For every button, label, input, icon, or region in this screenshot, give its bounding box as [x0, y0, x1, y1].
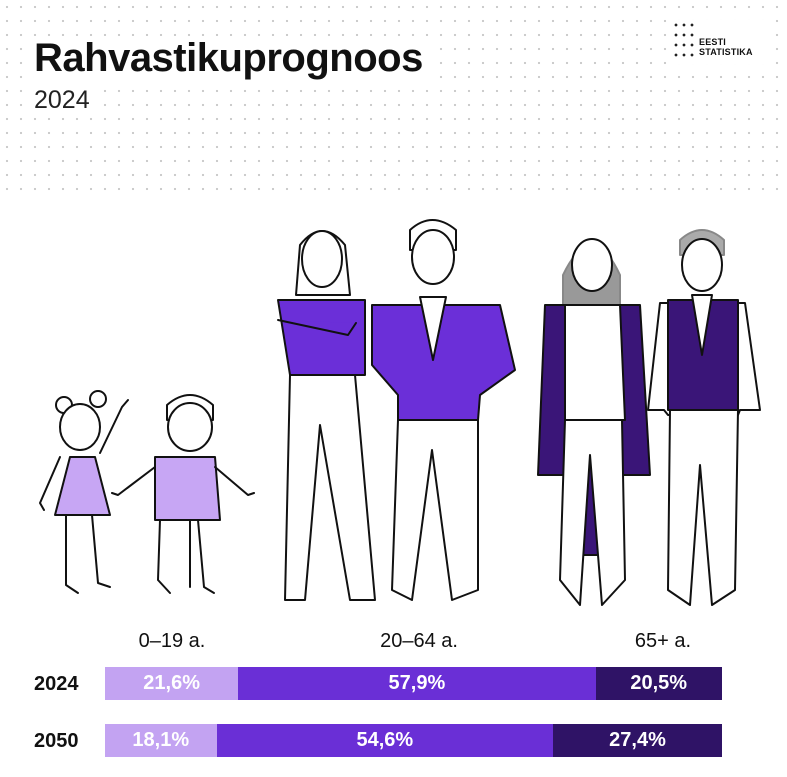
bar-segment-working-2050: 54,6% — [216, 724, 554, 757]
page-title: Rahvastikuprognoos — [34, 36, 429, 81]
bar-segment-elderly-2050: 27,4% — [553, 724, 722, 757]
data-label-elderly-2024: 20,5% — [630, 672, 688, 694]
age-label-working: 20–64 a. — [380, 630, 458, 652]
data-label-young-2050: 18,1% — [132, 729, 190, 751]
logo-dots-icon — [672, 20, 696, 60]
data-label-working-2050: 54,6% — [356, 729, 414, 751]
bar-segment-young-2050: 18,1% — [105, 724, 217, 757]
girl-figure — [39, 390, 129, 594]
stacked-bar-2050: 18,1% 54,6% 27,4% — [105, 724, 722, 757]
eesti-statistika-logo: EESTI STATISTIKA — [672, 20, 772, 64]
page-subtitle: 2024 — [34, 86, 96, 115]
data-label-working-2024: 57,9% — [388, 672, 446, 694]
logo-line-2: STATISTIKA — [699, 47, 753, 57]
data-label-young-2024: 21,6% — [143, 672, 200, 694]
bar-segment-young-2024: 21,6% — [105, 667, 239, 700]
logo-text: EESTI STATISTIKA — [699, 37, 753, 57]
bar-segment-working-2024: 57,9% — [238, 667, 596, 700]
dot-pattern-background — [0, 0, 787, 200]
man-figure — [371, 219, 516, 601]
logo-line-1: EESTI — [699, 37, 727, 47]
age-label-young: 0–19 a. — [138, 630, 206, 652]
row-label-2024: 2024 — [34, 673, 79, 695]
row-label-2050: 2050 — [34, 730, 79, 752]
stacked-bar-2024: 21,6% 57,9% 20,5% — [105, 667, 722, 700]
boy-figure — [111, 394, 255, 594]
old-man-figure — [647, 229, 761, 606]
woman-figure — [277, 230, 376, 601]
old-woman-figure — [537, 238, 651, 606]
people-illustration — [39, 219, 761, 606]
bar-segment-elderly-2024: 20,5% — [595, 667, 722, 700]
data-label-elderly-2050: 27,4% — [609, 729, 666, 751]
age-label-elderly: 65+ a. — [634, 630, 692, 652]
